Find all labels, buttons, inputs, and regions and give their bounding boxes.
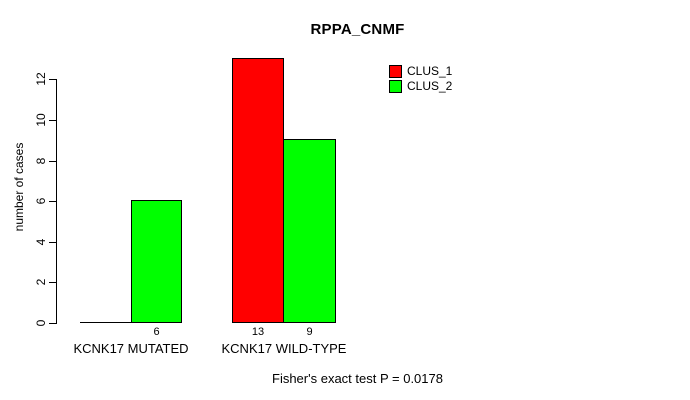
y-tick-mark (49, 201, 56, 202)
legend-item-clus2: CLUS_2 (389, 79, 452, 94)
legend: CLUS_1 CLUS_2 (389, 64, 452, 94)
y-tick-mark (49, 242, 56, 243)
bar-value-label-mutated-clus2: 6 (153, 326, 160, 338)
bar-kcnk17-wildtype-clus2 (283, 139, 336, 323)
chart-title: RPPA_CNMF (310, 21, 405, 38)
x-category-label-mutated: KCNK17 MUTATED (73, 341, 189, 356)
legend-swatch-clus2-icon (389, 80, 402, 93)
y-axis-line (56, 79, 57, 324)
legend-item-clus1: CLUS_1 (389, 64, 452, 79)
x-category-label-wildtype: KCNK17 WILD-TYPE (221, 341, 347, 356)
legend-label-clus2: CLUS_2 (407, 79, 453, 93)
y-tick-mark (49, 120, 56, 121)
y-tick-label: 4 (34, 238, 48, 246)
y-tick-label: 12 (34, 72, 48, 86)
y-tick-label: 2 (34, 278, 48, 286)
y-tick-label: 0 (34, 319, 48, 327)
bar-value-label-wildtype-clus2: 9 (306, 326, 313, 338)
y-tick-mark (49, 161, 56, 162)
y-tick-mark (49, 323, 56, 324)
y-axis-title: number of cases (12, 142, 26, 232)
y-tick-mark (49, 79, 56, 80)
y-tick-label: 6 (34, 197, 48, 205)
legend-label-clus1: CLUS_1 (407, 64, 453, 78)
y-tick-mark (49, 282, 56, 283)
bar-kcnk17-mutated-clus2 (131, 200, 182, 323)
bar-kcnk17-mutated-clus1 (80, 322, 132, 323)
annotation-fisher-test: Fisher's exact test P = 0.0178 (272, 371, 443, 386)
y-tick-label: 8 (34, 157, 48, 165)
legend-swatch-clus1-icon (389, 65, 402, 78)
bar-value-label-wildtype-clus1: 13 (251, 326, 265, 338)
bar-kcnk17-wildtype-clus1 (232, 58, 284, 323)
y-tick-label: 10 (34, 113, 48, 127)
